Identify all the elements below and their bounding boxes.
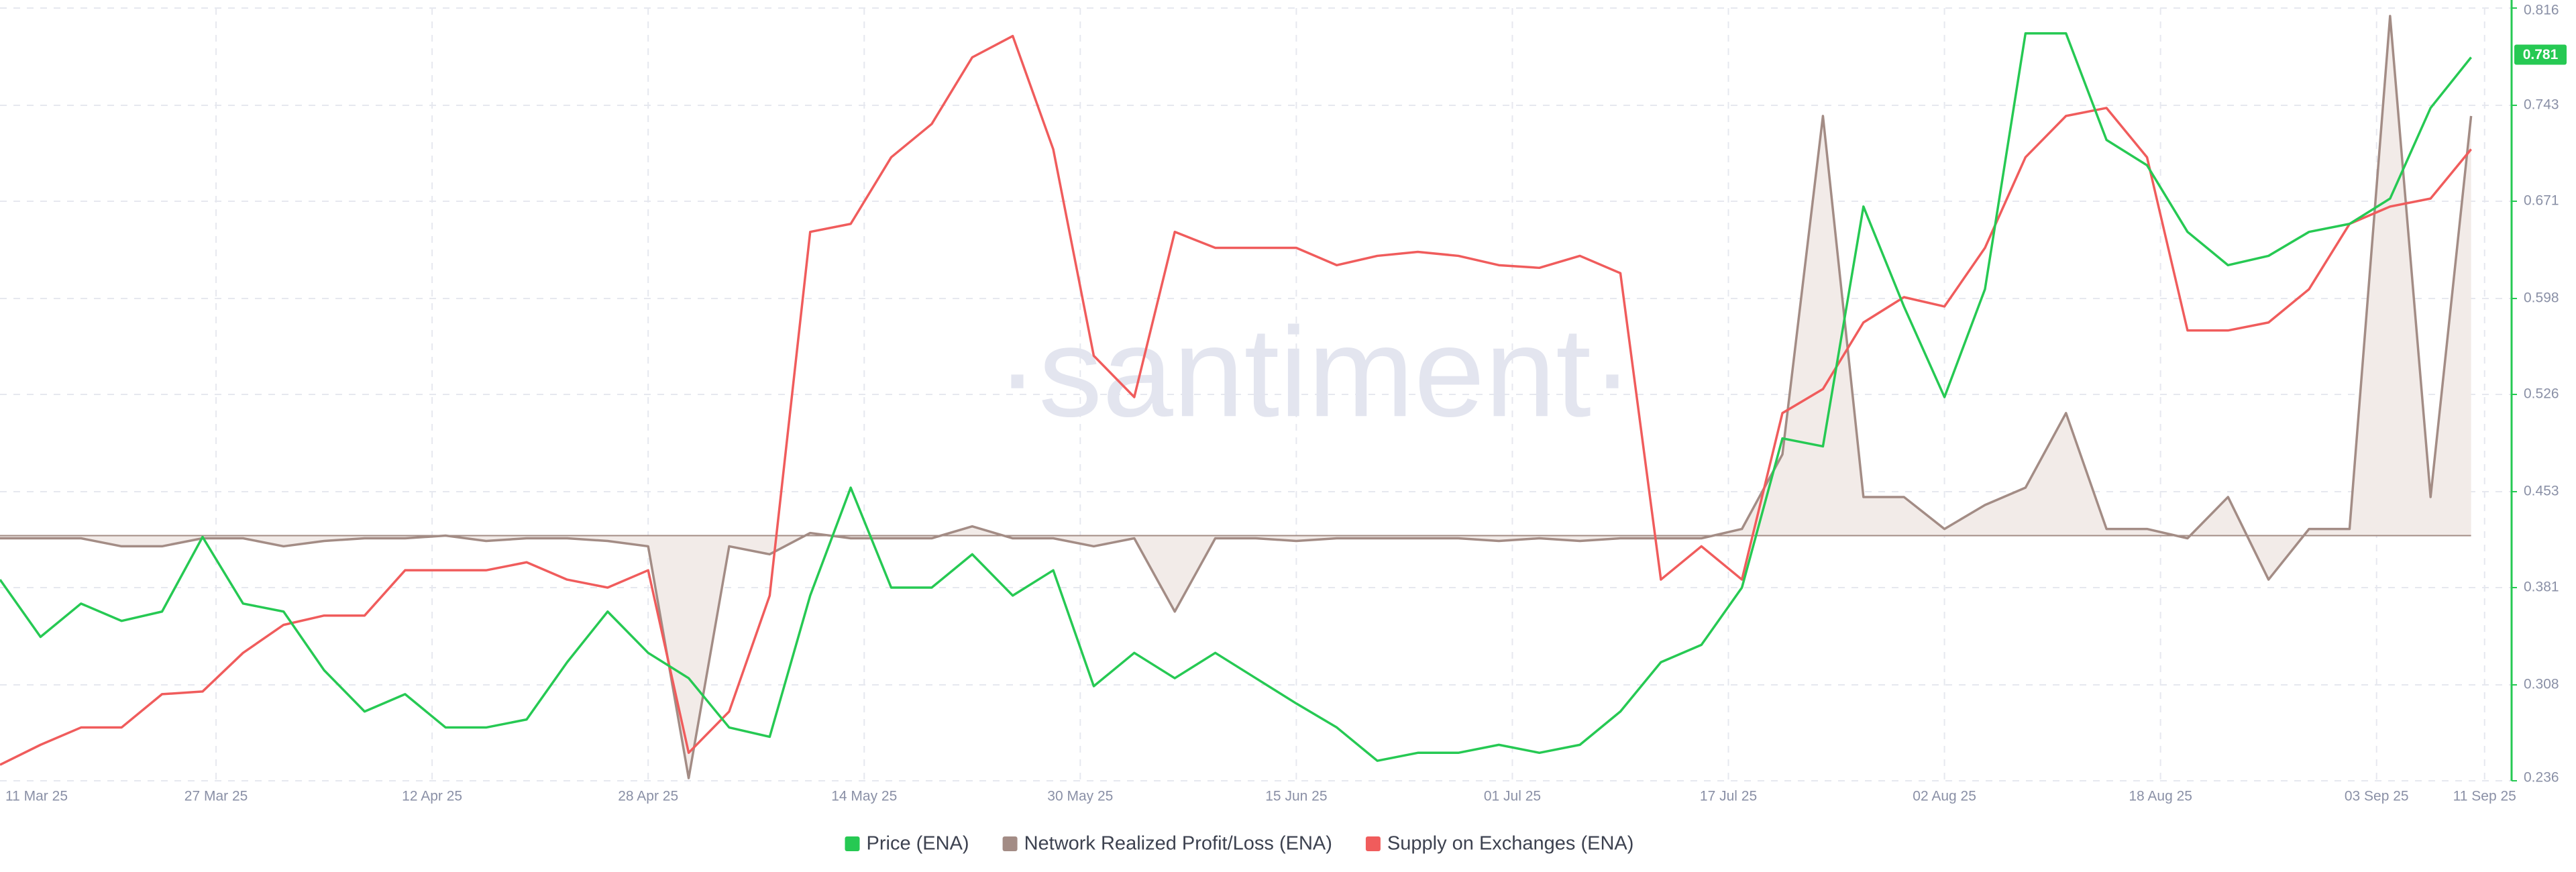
x-tick-label: 02 Aug 25 <box>1913 789 1976 804</box>
x-tick-label: 03 Sep 25 <box>2345 789 2409 804</box>
x-tick-label: 30 May 25 <box>1047 789 1113 804</box>
y-tick-label: 0.308 <box>2524 677 2559 692</box>
x-tick-label: 11 Mar 25 <box>5 789 68 804</box>
x-tick-label: 17 Jul 25 <box>1700 789 1757 804</box>
legend-label: Price (ENA) <box>867 833 969 855</box>
x-tick-label: 27 Mar 25 <box>184 789 248 804</box>
series-line <box>0 34 2472 766</box>
legend-label: Network Realized Profit/Loss (ENA) <box>1024 833 1332 855</box>
legend: Price (ENA) Network Realized Profit/Loss … <box>845 833 1634 855</box>
price-label-box <box>2514 44 2567 65</box>
y-tick-label: 0.526 <box>2524 386 2559 402</box>
watermark: ·santiment· <box>996 301 1633 443</box>
y-tick-label: 0.236 <box>2524 770 2559 785</box>
y-tick-label: 0.598 <box>2524 290 2559 306</box>
legend-item[interactable]: Price (ENA) <box>845 833 969 855</box>
legend-swatch <box>1365 836 1381 851</box>
y-tick-label: 0.671 <box>2524 193 2559 209</box>
y-tick-label: 0.381 <box>2524 580 2559 595</box>
series-line <box>0 15 2473 779</box>
x-tick-label: 11 Sep 25 <box>2453 789 2516 804</box>
series-line <box>0 32 2472 762</box>
x-tick-label: 15 Jun 25 <box>1265 789 1327 804</box>
y-tick-label: 0.453 <box>2524 484 2559 499</box>
y-tick-label: 0.743 <box>2524 97 2559 113</box>
x-tick-label: 12 Apr 25 <box>402 789 462 804</box>
legend-item[interactable]: Supply on Exchanges (ENA) <box>1365 833 1634 855</box>
y-tick-label: 0.816 <box>2524 3 2559 18</box>
x-tick-label: 28 Apr 25 <box>618 789 678 804</box>
x-tick-label: 18 Aug 25 <box>2129 789 2192 804</box>
legend-item[interactable]: Network Realized Profit/Loss (ENA) <box>1002 833 1332 855</box>
legend-swatch <box>845 836 860 851</box>
price-label: 0.781 <box>2523 47 2559 62</box>
legend-label: Supply on Exchanges (ENA) <box>1387 833 1634 855</box>
x-tick-label: 14 May 25 <box>831 789 897 804</box>
legend-swatch <box>1002 836 1018 851</box>
x-tick-label: 01 Jul 25 <box>1484 789 1541 804</box>
